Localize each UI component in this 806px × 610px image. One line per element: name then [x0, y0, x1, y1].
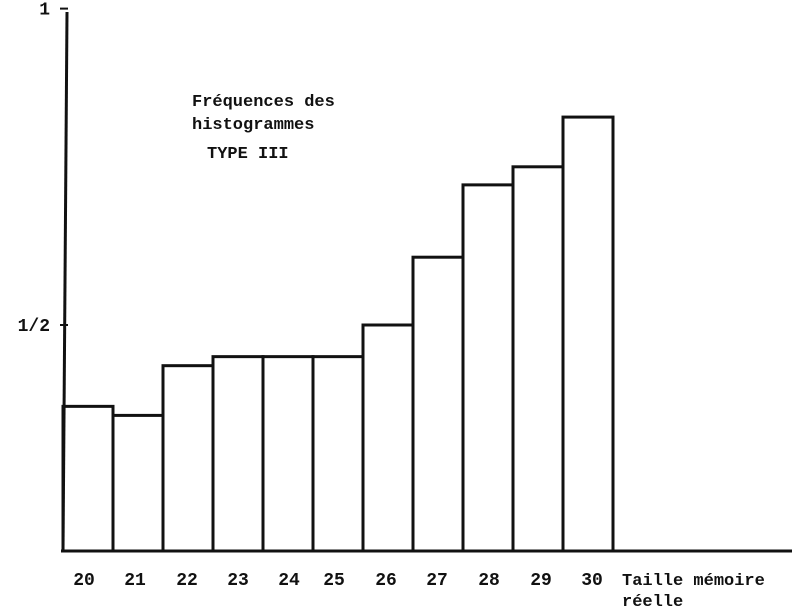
- y-tick-label: 1: [39, 1, 50, 21]
- x-tick-label: 21: [124, 571, 146, 591]
- x-ticks-group: 20 21 22 23 24 25 26 27 28 29 30: [73, 571, 603, 591]
- x-label-line-2: réelle: [622, 593, 683, 610]
- title-line-3: TYPE III: [207, 145, 289, 164]
- y-axis: [61, 11, 69, 553]
- axes-group: [61, 11, 792, 553]
- title-line-1: Fréquences des: [192, 93, 335, 112]
- bar-23: [211, 355, 265, 553]
- y-tick-label: 1/2: [18, 317, 50, 337]
- x-tick-label: 22: [176, 571, 198, 591]
- title-line-2: histogrammes: [192, 116, 314, 135]
- x-tick-label: 26: [375, 571, 397, 591]
- bar-27: [411, 255, 465, 553]
- bar-30: [561, 115, 615, 553]
- bar-25: [311, 355, 365, 553]
- x-axis-label: Taille mémoire réelle: [622, 572, 765, 610]
- bar-22: [161, 364, 215, 553]
- x-tick-label: 23: [227, 571, 249, 591]
- bar-20: [61, 404, 115, 553]
- x-tick-label: 30: [581, 571, 603, 591]
- bar-28: [461, 183, 515, 553]
- bar-26: [361, 323, 415, 553]
- x-tick-label: 27: [426, 571, 448, 591]
- x-label-line-1: Taille mémoire: [622, 572, 765, 591]
- bar-21: [111, 413, 165, 553]
- bars-group: [61, 115, 615, 553]
- x-tick-label: 24: [278, 571, 300, 591]
- bar-24: [261, 355, 315, 553]
- bar-29: [511, 165, 565, 553]
- x-tick-label: 20: [73, 571, 95, 591]
- y-ticks-group: 1/2 1: [18, 1, 68, 337]
- chart-title: Fréquences des histogrammes TYPE III: [192, 93, 335, 164]
- x-tick-label: 29: [530, 571, 552, 591]
- x-tick-label: 25: [323, 571, 345, 591]
- x-tick-label: 28: [478, 571, 500, 591]
